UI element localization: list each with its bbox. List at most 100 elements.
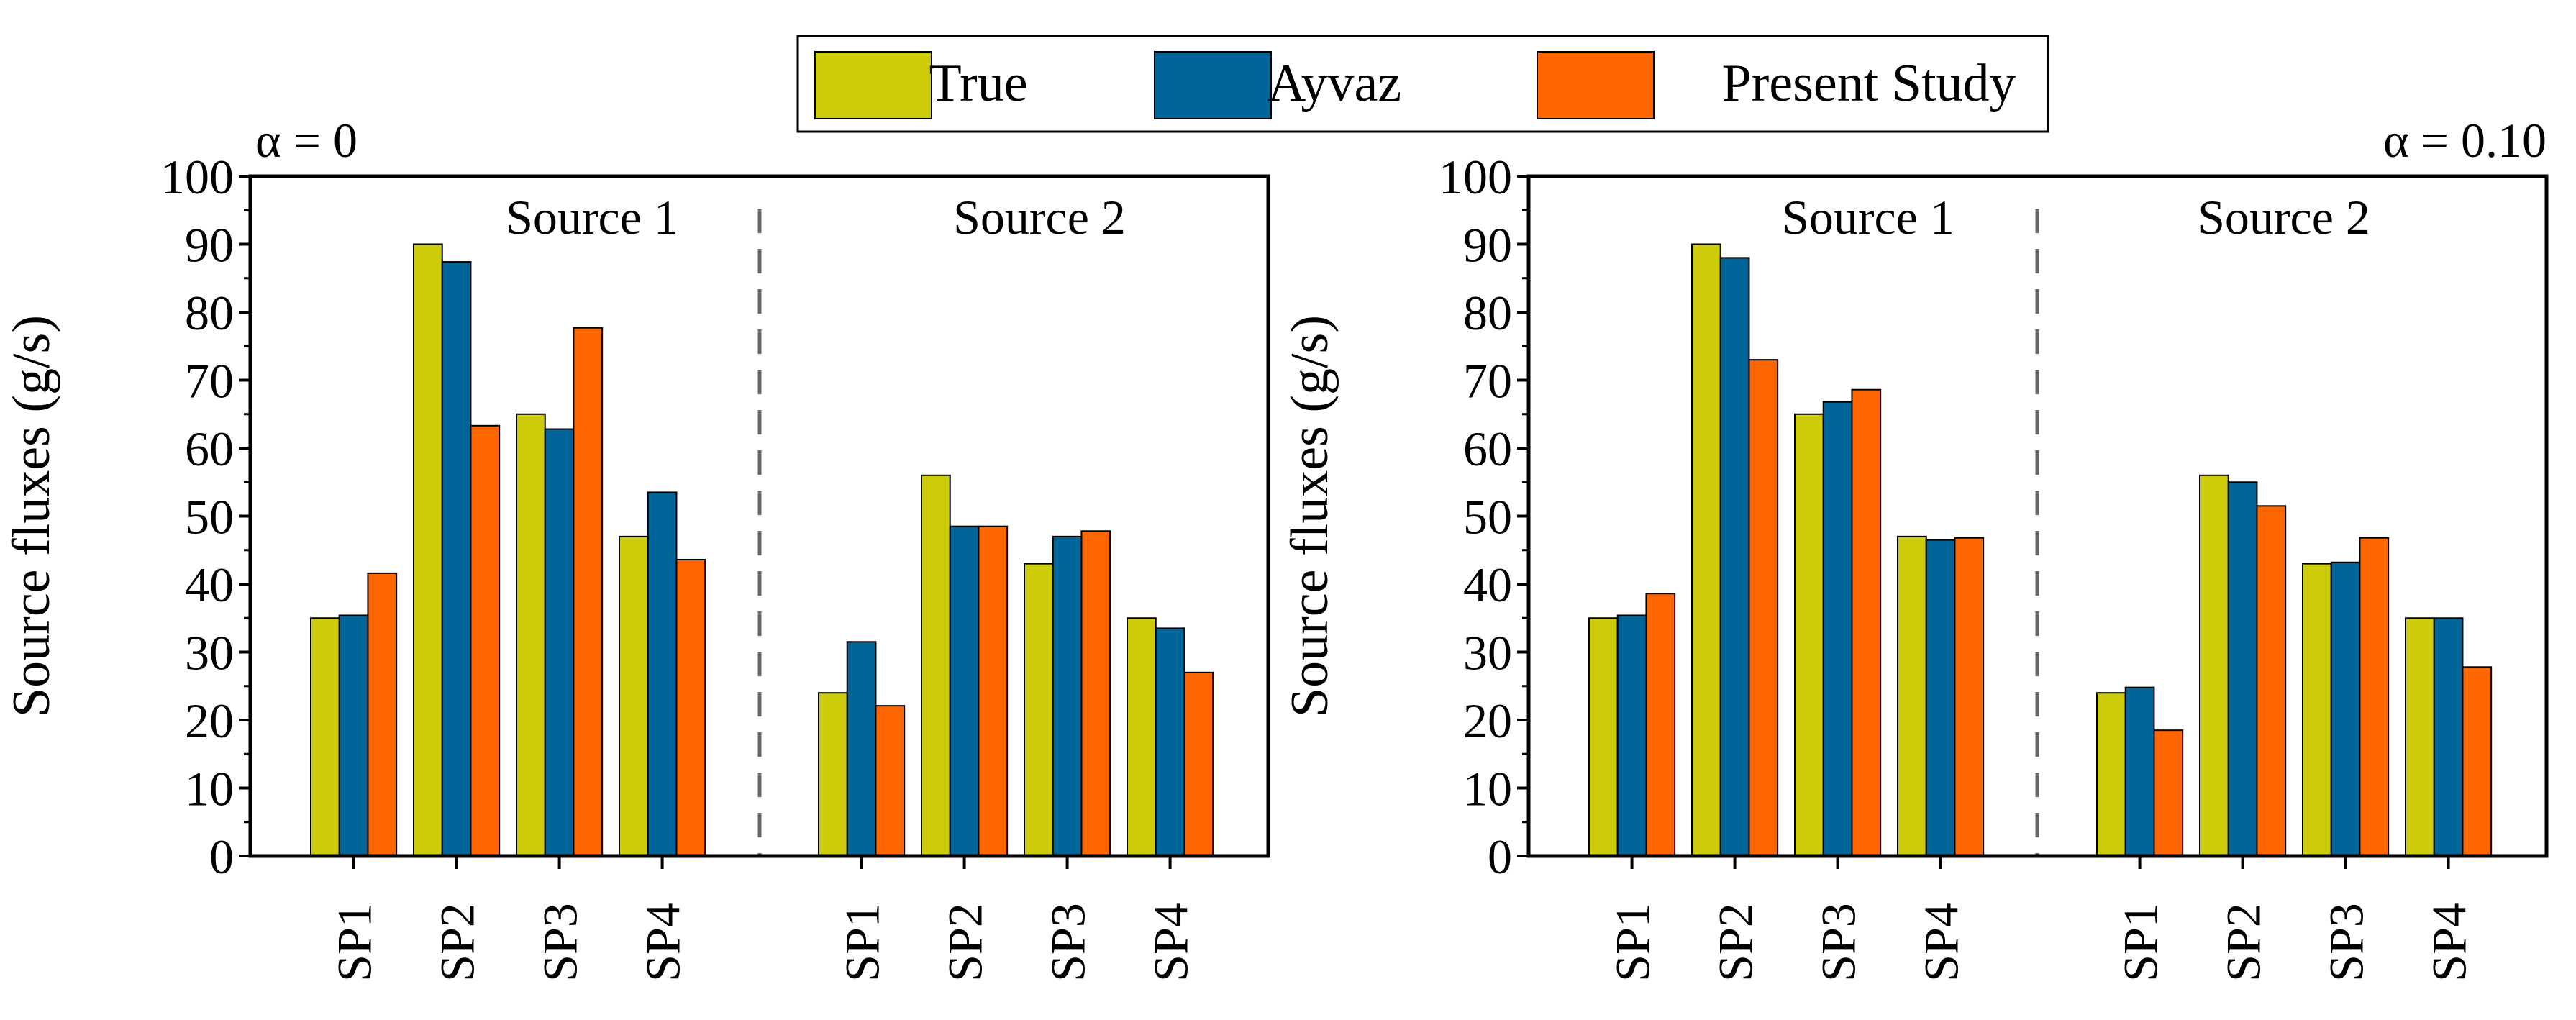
- x-tick-label: SP3: [1811, 903, 1866, 982]
- x-tick-label: SP3: [1041, 903, 1096, 982]
- y-tick-label: 10: [185, 762, 234, 816]
- bar-present-study: [2359, 537, 2390, 857]
- y-tick-label: 20: [1463, 693, 1512, 748]
- bar-ayvaz: [1052, 535, 1083, 857]
- chart-panel-alpha-0-10: 0 10 20 30 40 50 60 70 80 90 100 Source fluxes (g/s…: [1280, 113, 2549, 982]
- bar-ayvaz: [846, 641, 877, 857]
- bar-present-study: [1183, 671, 1214, 857]
- x-tick-label: SP4: [2422, 903, 2477, 982]
- bar-true: [1127, 617, 1157, 857]
- bar-present-study: [1851, 388, 1882, 857]
- bar-ayvaz: [1719, 257, 1750, 857]
- legend-swatch-0: [814, 51, 932, 119]
- bar-ayvaz: [1155, 627, 1185, 857]
- y-axis-label: Source fluxes (g/s): [2, 315, 61, 717]
- y-tick-label: 60: [185, 422, 234, 476]
- y-tick-label: 30: [1463, 626, 1512, 680]
- x-tick-label: SP1: [835, 903, 890, 982]
- bar-true: [1897, 535, 1927, 857]
- y-tick-label: 0: [1488, 829, 1512, 884]
- bar-present-study: [2256, 505, 2287, 857]
- legend-label-0: True: [929, 54, 1027, 113]
- bar-ayvaz: [1925, 539, 1956, 857]
- bar-true: [1588, 617, 1619, 857]
- bar-true: [2199, 474, 2229, 857]
- bar-true: [1024, 563, 1054, 857]
- y-tick-label: 100: [160, 150, 234, 204]
- y-tick-label: 80: [185, 286, 234, 340]
- bar-present-study: [2462, 666, 2493, 857]
- bar-true: [1794, 413, 1824, 857]
- y-tick-label: 40: [1463, 557, 1512, 612]
- bar-true: [818, 692, 848, 857]
- x-tick-label: SP3: [2319, 903, 2374, 982]
- bar-present-study: [2153, 729, 2184, 857]
- y-tick-label: 80: [1463, 286, 1512, 340]
- group-label-1: Source 2: [953, 190, 1126, 245]
- bar-true: [413, 243, 443, 857]
- group-label-0: Source 1: [506, 190, 678, 245]
- bar-present-study: [470, 424, 501, 857]
- legend-swatch-1: [1154, 51, 1272, 119]
- bar-ayvaz: [2330, 561, 2361, 857]
- legend: True Ayvaz Present Study: [796, 35, 2049, 133]
- bar-ayvaz: [544, 428, 575, 857]
- bar-true: [516, 413, 546, 857]
- y-tick-label: 10: [1463, 762, 1512, 816]
- y-tick-label: 100: [1439, 150, 1512, 204]
- x-tick-label: SP1: [1606, 903, 1660, 982]
- bar-true: [2302, 563, 2332, 857]
- bar-ayvaz: [949, 525, 980, 857]
- legend-label-2: Present Study: [1721, 54, 2016, 113]
- y-tick-label: 90: [185, 218, 234, 273]
- bar-present-study: [875, 705, 906, 857]
- y-tick-label: 70: [185, 354, 234, 409]
- legend-label-1: Ayvaz: [1267, 54, 1401, 113]
- x-tick-label: SP2: [938, 903, 993, 982]
- plot-frame: [1526, 174, 2549, 858]
- x-tick-label: SP2: [1708, 903, 1763, 982]
- bar-ayvaz: [338, 614, 369, 857]
- y-tick-label: 60: [1463, 422, 1512, 476]
- x-tick-label: SP2: [2216, 903, 2271, 982]
- y-tick-label: 90: [1463, 218, 1512, 273]
- group-label-1: Source 2: [2198, 190, 2370, 245]
- bar-ayvaz: [647, 491, 678, 857]
- bar-true: [2405, 617, 2435, 857]
- x-tick-label: SP1: [327, 903, 382, 982]
- bar-ayvaz: [1616, 614, 1647, 857]
- bar-present-study: [675, 558, 706, 857]
- x-tick-label: SP2: [430, 903, 485, 982]
- y-tick-label: 50: [185, 490, 234, 545]
- bar-present-study: [1954, 537, 1985, 857]
- bar-ayvaz: [1822, 401, 1853, 857]
- y-tick-label: 70: [1463, 354, 1512, 409]
- bar-present-study: [367, 572, 398, 857]
- bar-ayvaz: [2227, 481, 2258, 857]
- bar-true: [921, 474, 951, 857]
- x-tick-label: SP4: [636, 903, 691, 982]
- bar-present-study: [978, 525, 1009, 857]
- bar-ayvaz: [2124, 686, 2155, 857]
- y-tick-label: 20: [185, 693, 234, 748]
- y-axis-label: Source fluxes (g/s): [1280, 315, 1339, 717]
- y-tick-label: 30: [185, 626, 234, 680]
- bar-true: [619, 535, 649, 857]
- alpha-annotation: α = 0: [255, 113, 358, 168]
- y-tick-label: 50: [1463, 490, 1512, 545]
- y-tick-label: 40: [185, 557, 234, 612]
- plot-frame: [248, 174, 1270, 858]
- bar-present-study: [1748, 359, 1779, 857]
- bar-true: [1691, 243, 1721, 857]
- x-tick-label: SP4: [1914, 903, 1969, 982]
- bar-present-study: [573, 327, 604, 857]
- bar-present-study: [1080, 530, 1111, 857]
- legend-swatch-2: [1537, 51, 1655, 119]
- bar-true: [2096, 692, 2126, 857]
- legend-box: [796, 35, 2049, 133]
- chart-panel-alpha-0: 0 10 20 30 40 50 60 70 80 90 100 Source fluxes (g/s…: [2, 113, 1270, 982]
- bar-ayvaz: [2433, 617, 2464, 857]
- x-tick-label: SP4: [1144, 903, 1198, 982]
- x-tick-label: SP1: [2113, 903, 2168, 982]
